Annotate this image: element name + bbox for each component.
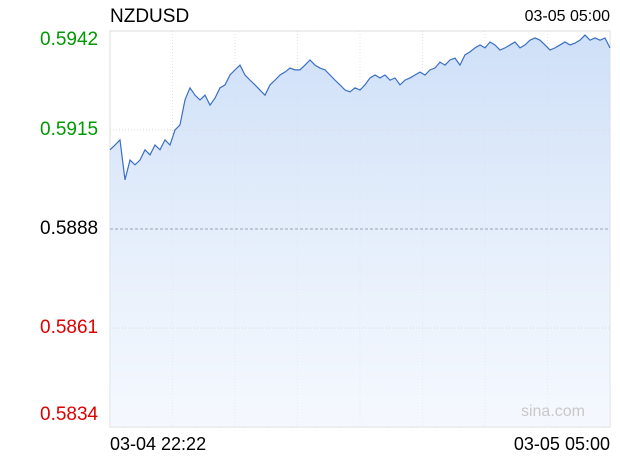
y-tick-label: 0.5861 — [40, 317, 98, 338]
y-tick-label: 0.5888 — [40, 218, 98, 239]
x-tick-label: 03-05 05:00 — [514, 434, 610, 454]
y-tick-label: 0.5915 — [40, 119, 98, 140]
price-line — [109, 34, 611, 181]
y-tick-label: 0.5834 — [40, 404, 99, 425]
watermark: sina.com — [521, 403, 585, 420]
timestamp: 03-05 05:00 — [525, 8, 611, 25]
x-tick-label: 03-04 22:22 — [110, 434, 206, 454]
area-fill — [110, 35, 610, 428]
chart-title: NZDUSD — [110, 6, 189, 27]
y-tick-label: 0.5942 — [40, 29, 98, 50]
